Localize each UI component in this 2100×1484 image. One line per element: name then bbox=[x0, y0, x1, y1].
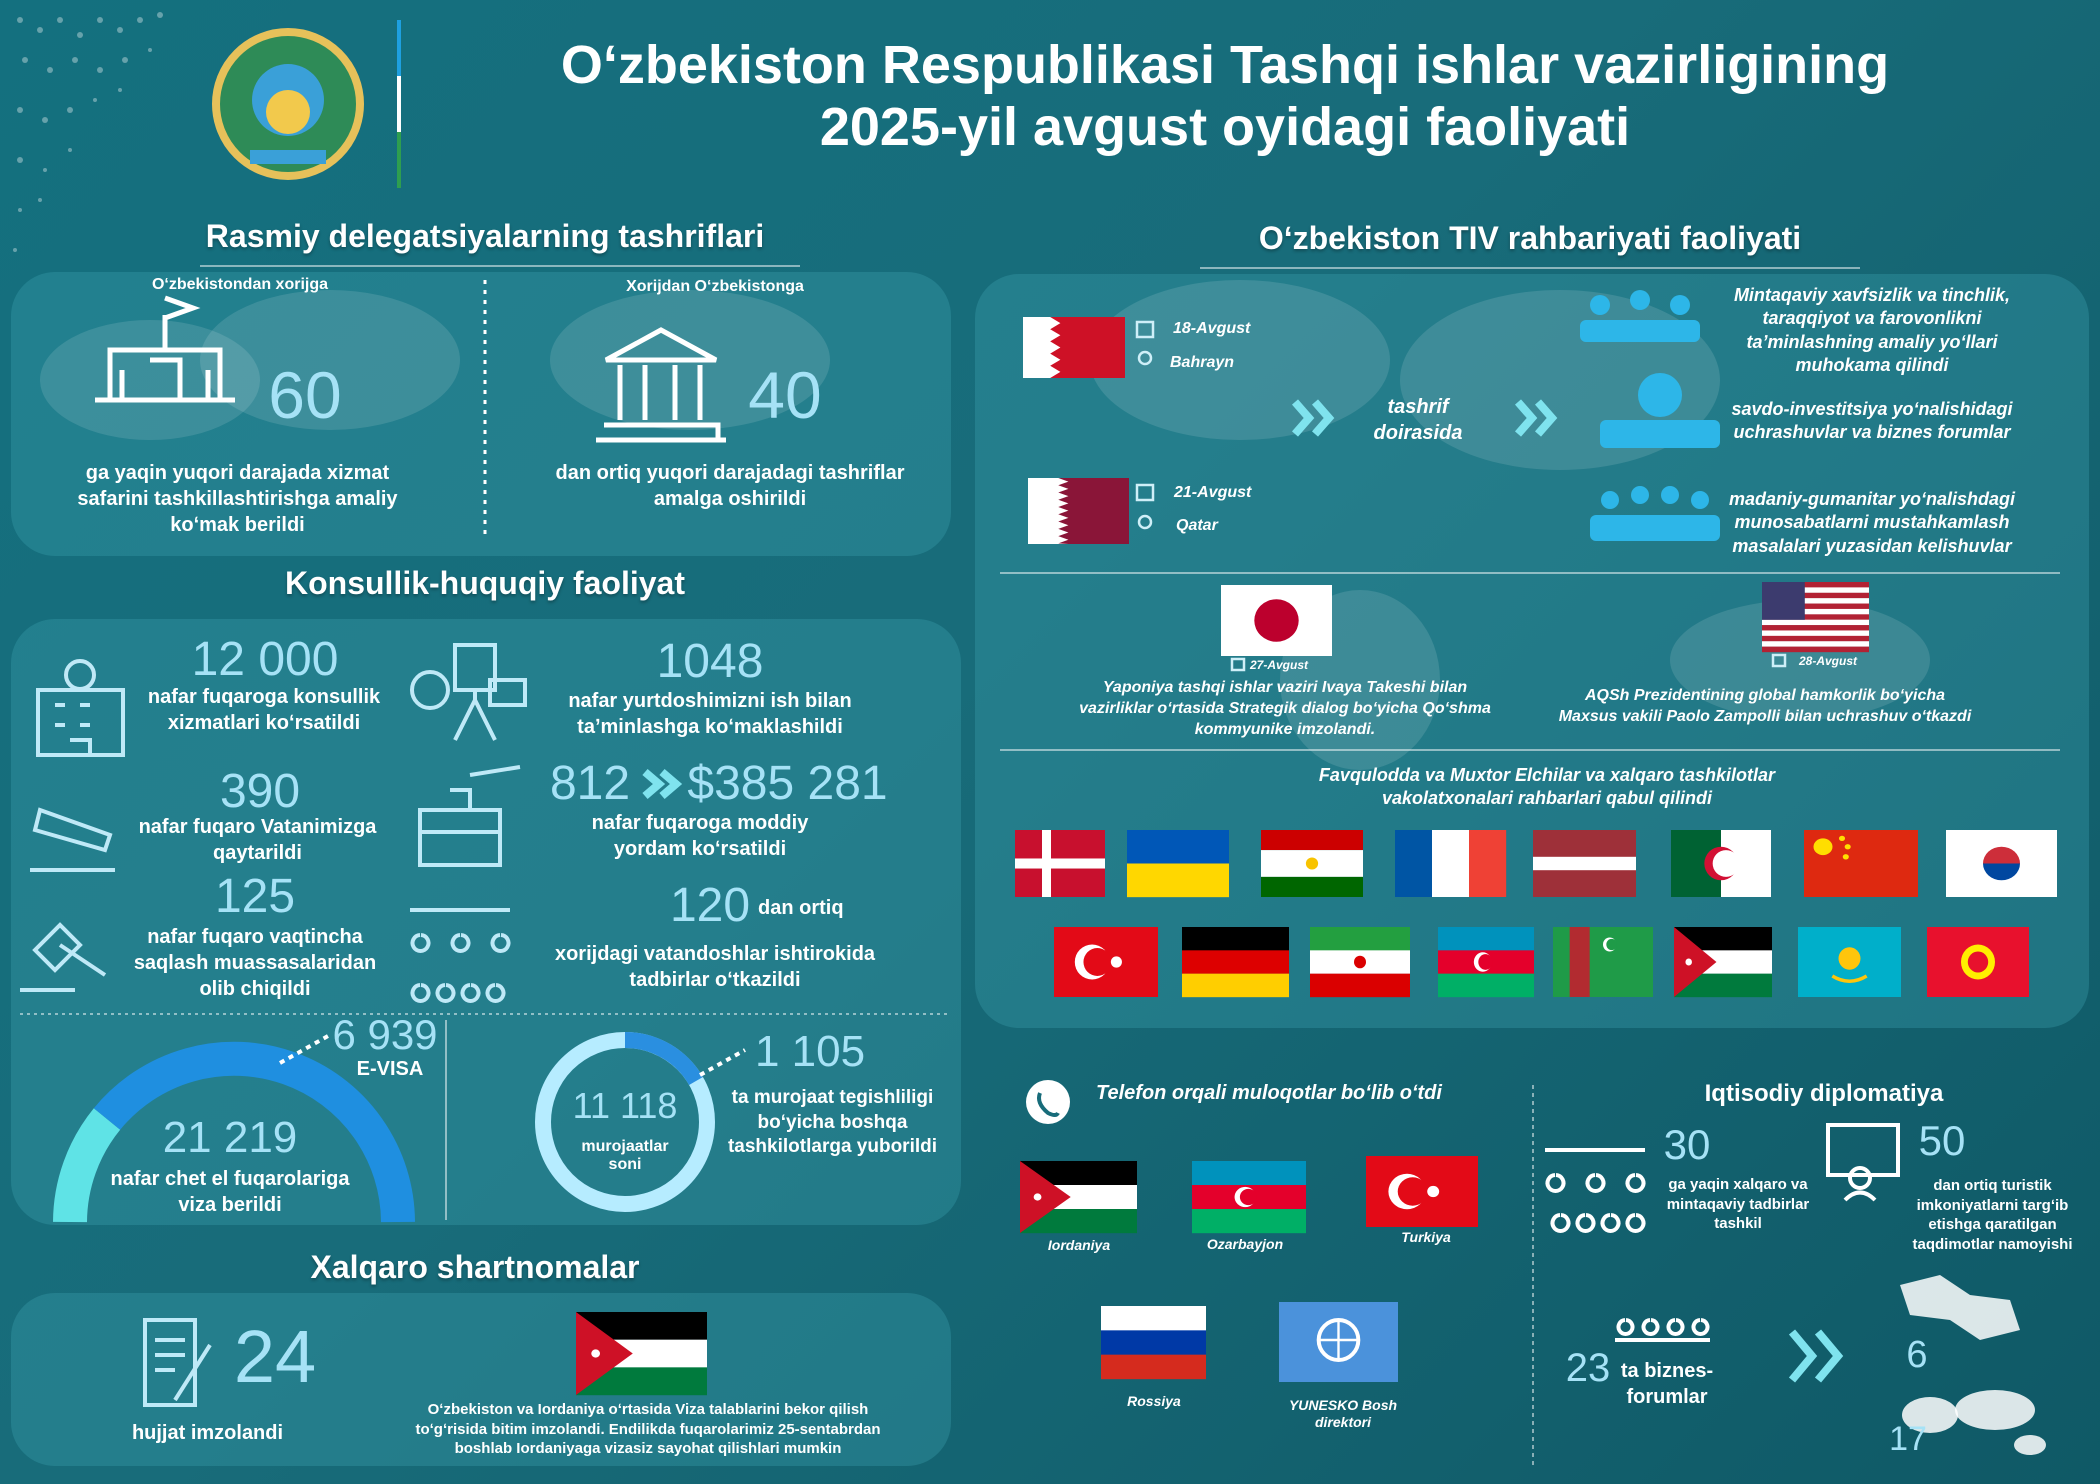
partner: Iordaniya bbox=[1047, 1237, 1111, 1253]
flag bbox=[1798, 927, 1901, 997]
flag bbox=[1182, 927, 1289, 998]
flag bbox=[1804, 830, 1918, 897]
flag bbox=[1192, 1161, 1306, 1234]
panel bbox=[975, 274, 2089, 1028]
partner: Ozarbayjon bbox=[1206, 1236, 1284, 1252]
number: 11 118 bbox=[572, 1085, 678, 1126]
flag bbox=[1553, 927, 1653, 997]
label: Oʻzbekistondan xorijga bbox=[151, 276, 329, 293]
flag bbox=[1674, 927, 1772, 998]
flag bbox=[1101, 1306, 1206, 1380]
partner: Turkiya bbox=[1401, 1229, 1451, 1245]
number: 12 000 bbox=[191, 633, 339, 686]
flag bbox=[1221, 585, 1332, 656]
flag bbox=[1762, 582, 1869, 653]
number: 1048 bbox=[656, 635, 764, 688]
section-title: Xalqaro shartnomalar bbox=[310, 1249, 640, 1285]
topic: savdo-investitsiya yoʻnalishidagi uchras… bbox=[1731, 399, 2013, 443]
text: nafar fuqaroga moddiy yordam koʻrsatildi bbox=[591, 812, 809, 860]
number: 24 bbox=[233, 1315, 317, 1398]
text: nafar chet el fuqarolariga viza berildi bbox=[110, 1168, 350, 1216]
title: 2025-yil avgust oyidagi faoliyati bbox=[819, 97, 1631, 157]
number: 50 bbox=[1918, 1117, 1966, 1164]
flag bbox=[1054, 927, 1158, 997]
number: 60 bbox=[268, 358, 342, 432]
date: 28-Avgust bbox=[1798, 654, 1857, 668]
label: Xorijdan Oʻzbekistonga bbox=[626, 278, 804, 295]
place: Qatar bbox=[1176, 517, 1218, 534]
place: Bahrayn bbox=[1170, 354, 1235, 371]
flag bbox=[1946, 830, 2057, 897]
number: 6 bbox=[1906, 1334, 1928, 1376]
text: nafar fuqaro Vatanimizga qaytarildi bbox=[138, 816, 377, 864]
text: AQSh Prezidentining global hamkorlik boʻ… bbox=[1558, 687, 1972, 725]
flag bbox=[1279, 1302, 1398, 1382]
text: ga yaqin xalqaro va mintaqaviy tadbirlar… bbox=[1666, 1176, 1810, 1232]
number: 125 bbox=[214, 870, 296, 923]
number: 17 bbox=[1889, 1420, 1927, 1458]
flag bbox=[1015, 830, 1105, 897]
date: 27-Avgust bbox=[1249, 658, 1308, 672]
flag bbox=[1395, 830, 1507, 897]
section-title: Konsullik-huquqiy faoliyat bbox=[284, 565, 685, 601]
flag bbox=[1366, 1156, 1478, 1227]
number: 30 bbox=[1663, 1121, 1711, 1168]
title: Oʻzbekiston Respublikasi Tashqi ishlar v… bbox=[560, 35, 1890, 95]
flag bbox=[1438, 927, 1534, 998]
number: $385 281 bbox=[687, 757, 888, 810]
text: Oʻzbekiston va Iordaniya oʻrtasida Viza … bbox=[415, 1401, 881, 1457]
partner: Rossiya bbox=[1127, 1393, 1181, 1409]
label: E-VISA bbox=[356, 1058, 424, 1080]
label: murojaatlar soni bbox=[581, 1138, 669, 1173]
number: 812 bbox=[549, 757, 631, 810]
text: dan ortiq bbox=[758, 897, 844, 919]
flag bbox=[1127, 830, 1229, 898]
text: nafar fuqaroga konsullik xizmatlari koʻr… bbox=[147, 686, 381, 734]
flag bbox=[1023, 317, 1125, 378]
text: ta murojaat tegishliligi boʻyicha boshqa… bbox=[727, 1087, 938, 1158]
number: 6 939 bbox=[332, 1011, 438, 1058]
section-title: Iqtisodiy diplomatiya bbox=[1704, 1080, 1944, 1107]
date: 18-Avgust bbox=[1173, 320, 1251, 337]
flag bbox=[1671, 830, 1771, 897]
text: dan ortiq turistik imkoniyatlarni targʻi… bbox=[1912, 1177, 2073, 1253]
flag bbox=[1533, 830, 1636, 897]
number: 23 bbox=[1565, 1346, 1611, 1390]
topic: madaniy-gumanitar yoʻnalishdagi munosaba… bbox=[1728, 489, 2016, 556]
number: 120 bbox=[669, 879, 751, 932]
number: 1 105 bbox=[754, 1027, 866, 1076]
flag bbox=[1261, 830, 1363, 897]
flag bbox=[1020, 1161, 1137, 1234]
text: xorijdagi vatandoshlar ishtirokida tadbi… bbox=[554, 943, 876, 991]
text: nafar yurtdoshimizni ish bilan taʼminlas… bbox=[568, 690, 852, 738]
flag bbox=[1310, 927, 1410, 998]
text: Favqulodda va Muxtor Elchilar va xalqaro… bbox=[1318, 765, 1776, 809]
topic: Mintaqaviy xavfsizlik va tinchlik, taraq… bbox=[1733, 285, 2011, 376]
text: tashrif doirasida bbox=[1373, 396, 1463, 444]
text: ga yaqin yuqori darajada xizmat safarini… bbox=[77, 462, 398, 536]
label: hujjat imzolandi bbox=[131, 1422, 284, 1444]
text: ta biznes-forumlar bbox=[1620, 1360, 1714, 1408]
text: Yaponiya tashqi ishlar vaziri Ivaya Take… bbox=[1079, 679, 1491, 738]
flag bbox=[1028, 478, 1129, 544]
number: 21 219 bbox=[162, 1113, 298, 1162]
flag bbox=[576, 1312, 707, 1396]
flag bbox=[1927, 927, 2029, 997]
number: 40 bbox=[748, 358, 822, 432]
number: 390 bbox=[219, 765, 301, 818]
text: dan ortiq yuqori darajadagi tashriflar a… bbox=[555, 462, 905, 510]
section-title: Telefon orqali muloqotlar boʻlib oʻtdi bbox=[1096, 1082, 1442, 1104]
section-title: Oʻzbekiston TIV rahbariyati faoliyati bbox=[1258, 220, 1802, 256]
text: nafar fuqaro vaqtincha saqlash muassasal… bbox=[133, 926, 377, 1000]
section-title: Rasmiy delegatsiyalarning tashriflari bbox=[205, 218, 765, 254]
partner: YUNESKO Bosh direktori bbox=[1288, 1397, 1398, 1430]
date: 21-Avgust bbox=[1174, 484, 1252, 501]
